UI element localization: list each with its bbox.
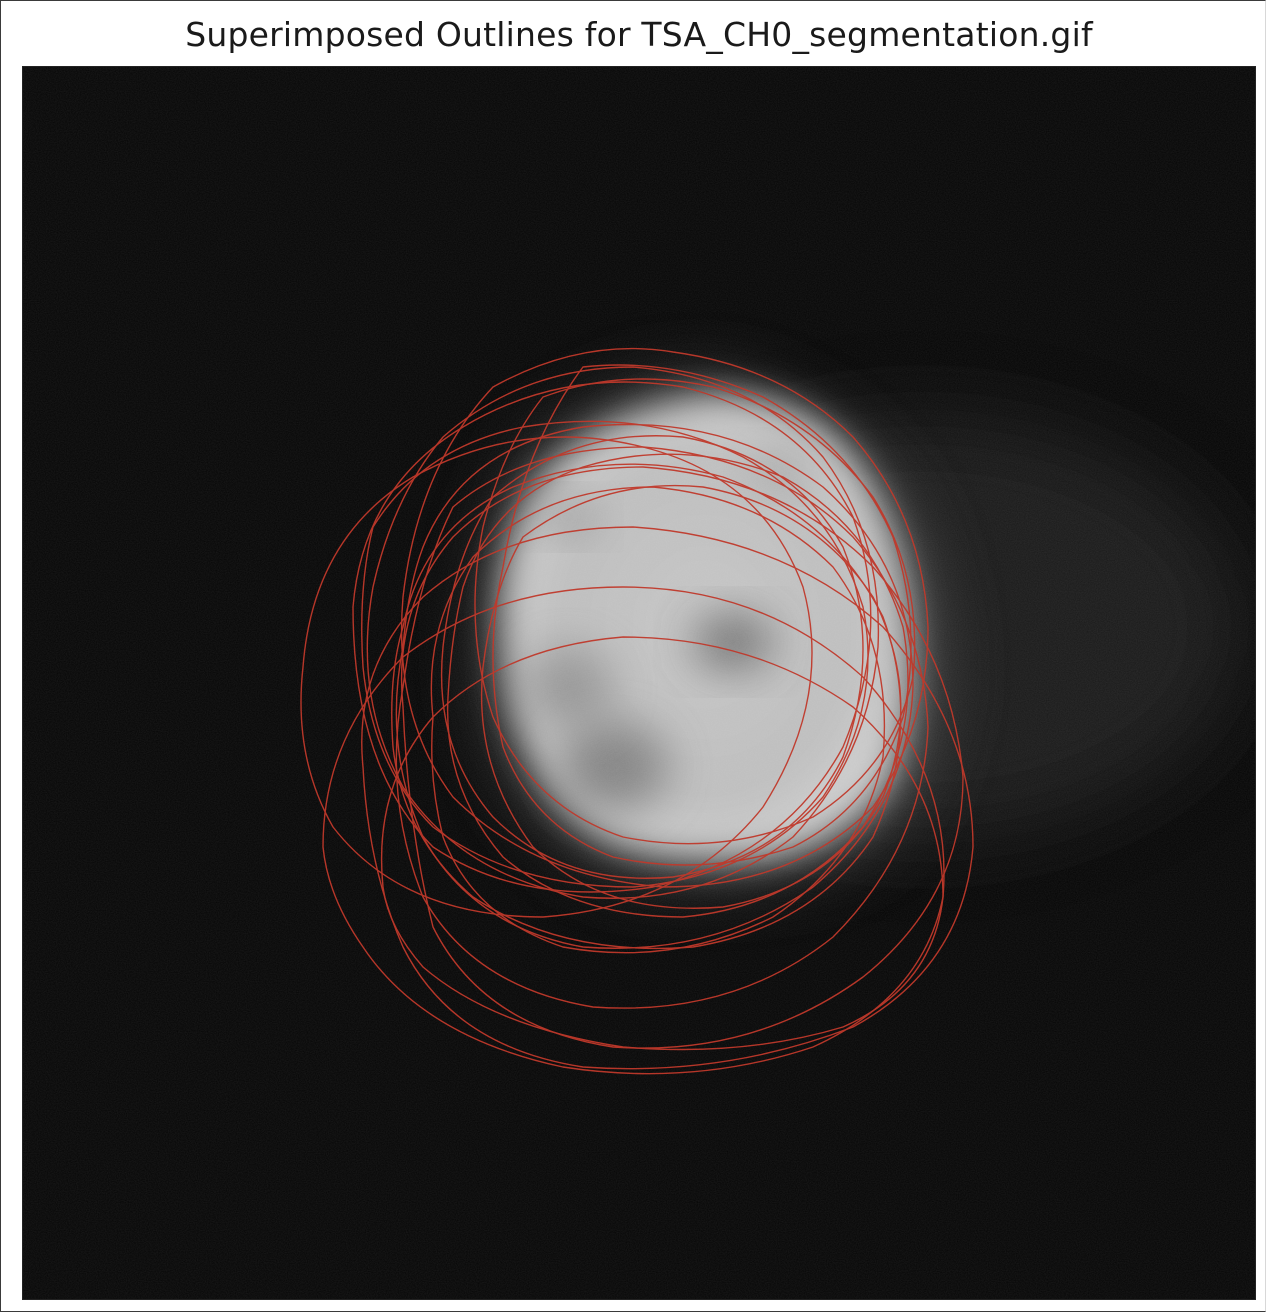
outline-contour: [361, 420, 869, 888]
segmentation-outlines: [300, 347, 974, 1075]
outline-contour: [300, 436, 813, 918]
outline-contour: [474, 378, 916, 845]
microscopy-image: [23, 67, 1255, 1299]
outline-contour: [446, 453, 909, 918]
outline-contour: [322, 586, 945, 1075]
outline-contour: [430, 486, 886, 954]
outline-contour: [380, 636, 944, 1051]
outline-contour: [395, 423, 914, 949]
outline-contour: [480, 484, 902, 909]
outline-contour: [391, 463, 902, 950]
image-grain: [23, 67, 1255, 1299]
outline-contour: [492, 364, 912, 866]
figure-title: Superimposed Outlines for TSA_CH0_segmen…: [185, 15, 1093, 54]
outline-contour: [440, 435, 864, 879]
image-plot-area: [22, 66, 1256, 1300]
outline-contour: [400, 466, 964, 1049]
outline-contour: [366, 366, 880, 899]
outline-contour: [361, 526, 974, 1070]
